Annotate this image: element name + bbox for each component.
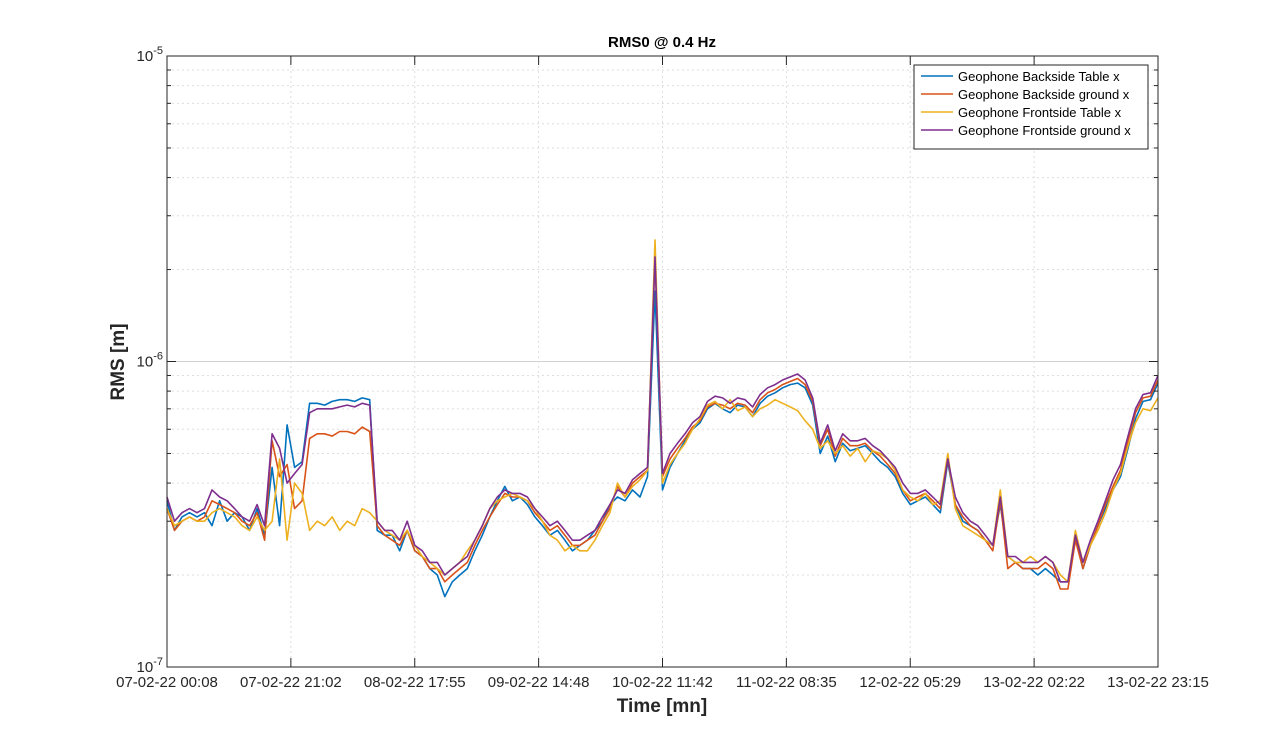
x-tick-label: 12-02-22 05:29 bbox=[859, 674, 961, 691]
y-axis-label: RMS [m] bbox=[108, 323, 129, 400]
x-tick-label: 11-02-22 08:35 bbox=[736, 674, 837, 691]
x-tick-label: 10-02-22 11:42 bbox=[612, 674, 713, 691]
x-tick-label: 13-02-22 02:22 bbox=[983, 674, 1085, 691]
legend-entry: Geophone Backside Table x bbox=[958, 69, 1120, 84]
y-tick-label: 10-7 bbox=[137, 656, 163, 676]
x-tick-label: 08-02-22 17:55 bbox=[364, 674, 466, 691]
legend-box bbox=[913, 64, 1149, 150]
axis-ticks: 10-7 10-6 10-5 07-02-22 00:08 07-02-22 21:02… bbox=[116, 45, 1209, 691]
x-axis-label: Time [mn] bbox=[617, 696, 707, 717]
chart-title: RMS0 @ 0.4 Hz bbox=[608, 34, 716, 51]
series-line-4 bbox=[166, 256, 1159, 583]
y-tick-label: 10-6 bbox=[137, 351, 163, 371]
legend: Geophone Backside Table x Geophone Backsi… bbox=[913, 64, 1149, 150]
legend-entry: Geophone Backside ground x bbox=[958, 87, 1130, 102]
y-tick-label: 10-5 bbox=[137, 45, 163, 65]
x-tick-label: 07-02-22 21:02 bbox=[240, 674, 342, 691]
x-tick-label: 09-02-22 14:48 bbox=[488, 674, 590, 691]
legend-entry: Geophone Frontside ground x bbox=[958, 123, 1131, 138]
x-tick-label: 07-02-22 00:08 bbox=[116, 674, 218, 691]
series-lines bbox=[166, 239, 1159, 598]
x-tick-label: 13-02-22 23:15 bbox=[1107, 674, 1209, 691]
legend-entry: Geophone Frontside Table x bbox=[958, 105, 1122, 120]
